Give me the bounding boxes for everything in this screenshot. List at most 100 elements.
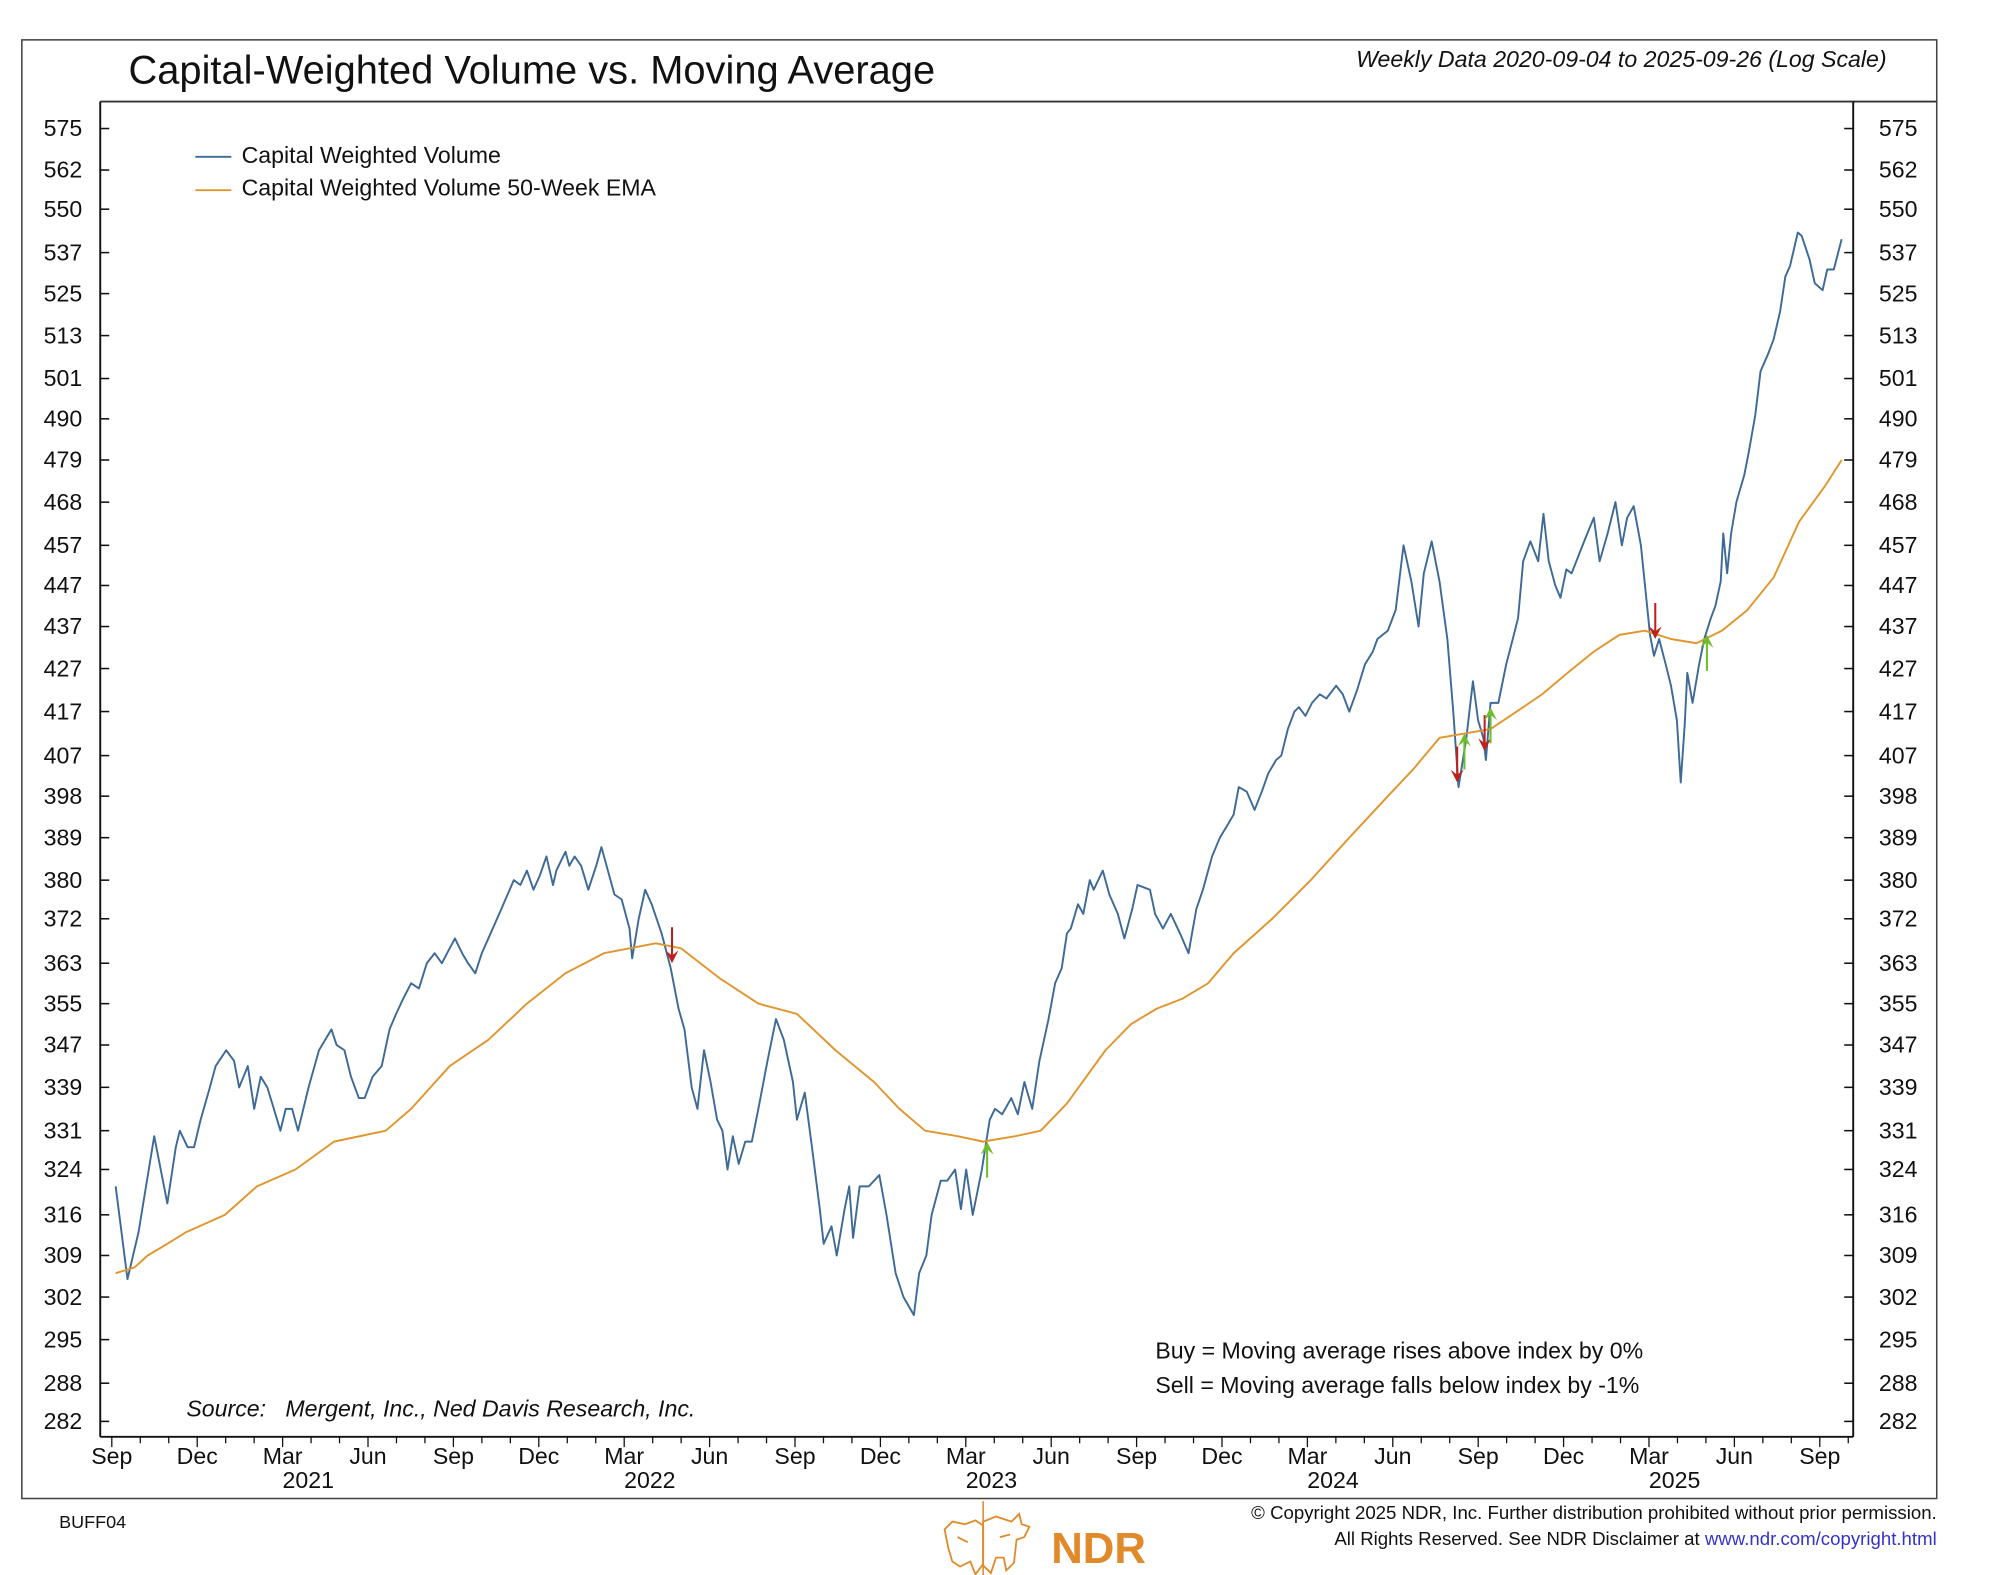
legend-label-ema: Capital Weighted Volume 50-Week EMA: [242, 174, 657, 200]
buy-signal-arrow-icon: [1700, 634, 1714, 671]
y-tick-label-left: 417: [44, 698, 83, 724]
x-tick-label: Sep: [774, 1443, 815, 1469]
arrow-head: [1450, 769, 1464, 783]
x-tick-label: Sep: [91, 1443, 132, 1469]
x-tick-label: Mar: [604, 1443, 644, 1469]
x-tick-label: Mar: [946, 1443, 986, 1469]
y-tick-label-right: 417: [1879, 698, 1918, 724]
y-tick-label-right: 427: [1879, 655, 1918, 681]
source-note: Source: Mergent, Inc., Ned Davis Researc…: [186, 1395, 695, 1421]
x-tick-label: Sep: [1116, 1443, 1157, 1469]
y-tick-label-left: 309: [44, 1242, 83, 1268]
y-tick-label-left: 550: [44, 196, 83, 222]
arrow-head: [1478, 738, 1492, 752]
y-tick-label-left: 525: [44, 280, 83, 306]
y-tick-label-left: 339: [44, 1074, 83, 1100]
y-tick-label-left: 513: [44, 322, 83, 348]
x-tick-label: Dec: [1201, 1443, 1242, 1469]
y-tick-label-right: 447: [1879, 572, 1918, 598]
y-tick-label-left: 447: [44, 572, 83, 598]
x-tick-label: Jun: [1716, 1443, 1753, 1469]
arrow-head: [665, 950, 679, 964]
y-tick-label-right: 437: [1879, 613, 1918, 639]
y-tick-label-left: 407: [44, 742, 83, 768]
ndr-logo: NDR: [943, 1501, 1146, 1575]
y-tick-label-left: 427: [44, 655, 83, 681]
chart-code: BUFF04: [59, 1512, 126, 1532]
y-tick-label-left: 380: [44, 867, 83, 893]
y-tick-label-right: 407: [1879, 742, 1918, 768]
x-tick-label: Mar: [1287, 1443, 1327, 1469]
arrow-head: [1457, 733, 1471, 747]
y-tick-label-right: 501: [1879, 365, 1918, 391]
y-tick-label-right: 339: [1879, 1074, 1918, 1100]
x-tick-label: Jun: [349, 1443, 386, 1469]
x-year-label: 2022: [624, 1467, 675, 1493]
x-tick-label: Mar: [263, 1443, 303, 1469]
y-tick-label-right: 324: [1879, 1156, 1918, 1182]
x-tick-label: Dec: [860, 1443, 901, 1469]
bull-bear-icon: [943, 1512, 1031, 1575]
y-tick-label-left: 389: [44, 824, 83, 850]
copyright-link[interactable]: www.ndr.com/copyright.html: [1704, 1528, 1937, 1549]
sell-rule: Sell = Moving average falls below index …: [1155, 1372, 1639, 1398]
y-tick-label-left: 372: [44, 905, 83, 931]
y-tick-label-right: 550: [1879, 196, 1918, 222]
arrow-head: [1700, 634, 1714, 648]
x-tick-label: Sep: [433, 1443, 474, 1469]
copyright-line-1: © Copyright 2025 NDR, Inc. Further distr…: [1251, 1502, 1937, 1523]
cwv-line: [114, 231, 1843, 1317]
arrow-head: [1648, 626, 1662, 640]
y-tick-label-left: 331: [44, 1117, 83, 1143]
legend-label-cwv: Capital Weighted Volume: [242, 142, 501, 168]
y-tick-label-right: 302: [1879, 1284, 1918, 1310]
x-tick-label: Sep: [1458, 1443, 1499, 1469]
x-year-label: 2023: [966, 1467, 1017, 1493]
y-tick-label-left: 302: [44, 1284, 83, 1310]
y-tick-label-right: 380: [1879, 867, 1918, 893]
y-tick-label-right: 457: [1879, 532, 1918, 558]
sell-signal-arrow-icon: [1648, 603, 1662, 640]
x-year-label: 2025: [1649, 1467, 1700, 1493]
y-tick-label-left: 295: [44, 1326, 83, 1352]
y-tick-label-right: 525: [1879, 280, 1918, 306]
y-tick-label-right: 288: [1879, 1370, 1918, 1396]
y-tick-label-right: 363: [1879, 950, 1918, 976]
buy-signal-arrow-icon: [1457, 733, 1471, 770]
y-tick-label-left: 468: [44, 489, 83, 515]
ema-line: [115, 459, 1843, 1275]
buy-signal-arrow-icon: [1484, 707, 1497, 744]
y-tick-label-right: 295: [1879, 1326, 1918, 1352]
y-tick-label-left: 324: [44, 1156, 83, 1182]
y-tick-label-left: 282: [44, 1408, 83, 1434]
y-tick-label-left: 316: [44, 1202, 83, 1228]
chart-frame: [21, 39, 1938, 1500]
y-tick-label-left: 355: [44, 990, 83, 1016]
arrow-head: [980, 1141, 994, 1155]
y-tick-label-right: 316: [1879, 1202, 1918, 1228]
y-tick-label-left: 288: [44, 1370, 83, 1396]
y-tick-label-right: 575: [1879, 115, 1918, 141]
x-year-label: 2021: [283, 1467, 334, 1493]
y-tick-label-right: 347: [1879, 1032, 1918, 1058]
logo-text: NDR: [1051, 1524, 1146, 1573]
chart-subtitle: Weekly Data 2020-09-04 to 2025-09-26 (Lo…: [1356, 46, 1887, 72]
y-tick-label-left: 457: [44, 532, 83, 558]
y-tick-label-right: 398: [1879, 783, 1918, 809]
y-tick-label-left: 363: [44, 950, 83, 976]
y-tick-label-right: 309: [1879, 1242, 1918, 1268]
copyright-line-2: All Rights Reserved. See NDR Disclaimer …: [1334, 1528, 1936, 1549]
y-tick-label-right: 372: [1879, 905, 1918, 931]
buy-rule: Buy = Moving average rises above index b…: [1155, 1337, 1643, 1363]
sell-signal-arrow-icon: [1450, 746, 1464, 783]
x-tick-label: Jun: [1033, 1443, 1070, 1469]
y-tick-label-right: 389: [1879, 824, 1918, 850]
y-tick-label-right: 468: [1879, 489, 1918, 515]
y-tick-label-right: 490: [1879, 406, 1918, 432]
y-tick-label-left: 347: [44, 1032, 83, 1058]
y-tick-label-right: 537: [1879, 239, 1918, 265]
x-tick-label: Dec: [518, 1443, 559, 1469]
x-tick-label: Jun: [1374, 1443, 1411, 1469]
y-tick-label-right: 562: [1879, 157, 1918, 183]
